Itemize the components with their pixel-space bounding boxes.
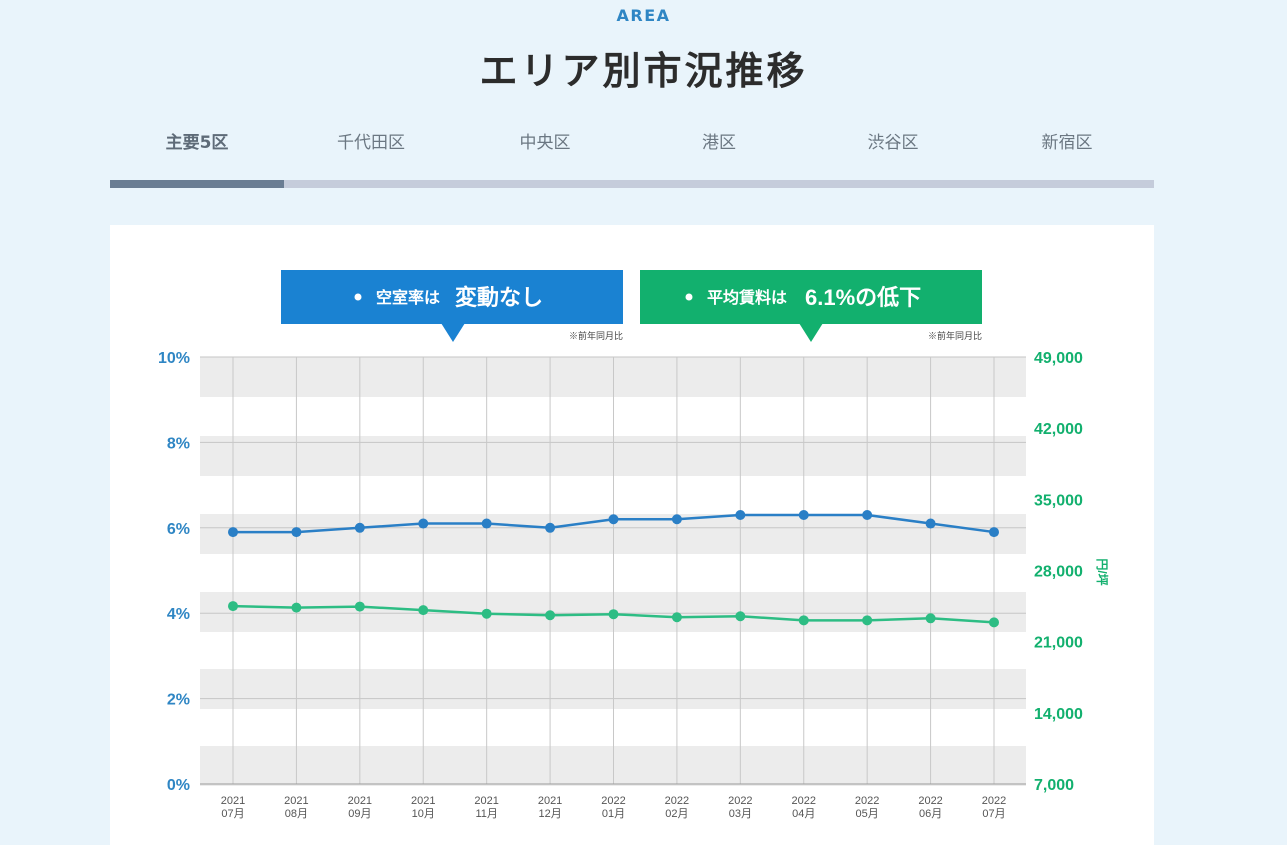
x-tick-year-label: 2022 xyxy=(601,795,625,807)
right-axis-tick-label: 28,000 xyxy=(1034,564,1083,581)
right-axis-tick-label: 7,000 xyxy=(1034,777,1074,794)
vacancy-callout: 空室率は 変動なし ※前年同月比 xyxy=(281,270,623,342)
left-axis-tick-label: 0% xyxy=(167,777,190,794)
x-tick-year-label: 2021 xyxy=(348,795,372,807)
x-tick-month-label: 09月 xyxy=(348,808,371,820)
tab-chuo[interactable]: 中央区 xyxy=(519,133,571,153)
vacancy-rate-point xyxy=(545,522,556,533)
vacancy-callout-box xyxy=(281,270,623,324)
x-tick-year-label: 2021 xyxy=(538,795,562,807)
vacancy-rate-point xyxy=(862,509,873,520)
x-tick-month-label: 01月 xyxy=(602,808,625,820)
tab-chiyoda[interactable]: 千代田区 xyxy=(337,133,405,153)
average-rent-point xyxy=(228,601,238,612)
x-tick-year-label: 2021 xyxy=(474,795,498,807)
average-rent-point xyxy=(545,610,556,621)
vacancy-rate-point xyxy=(354,522,365,533)
average-rent-point xyxy=(798,615,809,626)
right-axis-tick-label: 35,000 xyxy=(1034,492,1083,509)
average-rent-point xyxy=(862,615,873,626)
x-tick-year-label: 2022 xyxy=(665,795,689,807)
tab-shibuya[interactable]: 渋谷区 xyxy=(867,133,919,153)
average-rent-point xyxy=(354,601,365,612)
left-axis-tick-label: 2% xyxy=(167,692,190,709)
x-tick-year-label: 2021 xyxy=(221,795,245,807)
x-tick-month-label: 07月 xyxy=(221,808,244,820)
tab-active-indicator xyxy=(110,180,284,188)
x-tick-month-label: 04月 xyxy=(792,808,815,820)
area-eyebrow: AREA xyxy=(616,6,671,25)
page-title: エリア別市況推移 xyxy=(479,49,808,93)
x-tick-year-label: 2022 xyxy=(855,795,879,807)
vacancy-rate-point xyxy=(608,514,619,525)
rent-callout-label: 平均賃料は xyxy=(707,288,787,307)
average-rent-point xyxy=(608,609,619,620)
x-tick-month-label: 07月 xyxy=(982,808,1005,820)
average-rent-point xyxy=(481,608,492,619)
vacancy-rate-point xyxy=(735,509,746,520)
x-tick-year-label: 2022 xyxy=(792,795,816,807)
left-axis-tick-label: 8% xyxy=(167,435,190,452)
rent-callout-value: 6.1%の低下 xyxy=(805,285,921,310)
rent-callout-box xyxy=(640,270,982,324)
right-axis-tick-label: 49,000 xyxy=(1034,350,1083,367)
average-rent-point xyxy=(735,611,746,622)
x-tick-year-label: 2021 xyxy=(284,795,308,807)
average-rent-point xyxy=(925,613,936,624)
tab-minato[interactable]: 港区 xyxy=(702,133,736,153)
vacancy-rate-point xyxy=(989,527,999,538)
right-axis-unit-label: 円/坪 xyxy=(1095,558,1109,585)
vacancy-rate-point xyxy=(925,518,936,529)
tab-main5[interactable]: 主要5区 xyxy=(165,133,229,153)
average-rent-point xyxy=(671,612,682,623)
x-tick-month-label: 03月 xyxy=(729,808,752,820)
vacancy-bullet-icon xyxy=(354,293,362,301)
vacancy-rate-point xyxy=(798,509,809,520)
right-axis-tick-label: 21,000 xyxy=(1034,635,1083,652)
x-tick-month-label: 06月 xyxy=(919,808,942,820)
x-tick-year-label: 2022 xyxy=(728,795,752,807)
vacancy-rate-point xyxy=(228,527,238,538)
left-axis-tick-label: 10% xyxy=(158,350,190,367)
vacancy-rate-point xyxy=(418,518,429,529)
tab-shinjuku[interactable]: 新宿区 xyxy=(1041,133,1093,153)
x-tick-month-label: 11月 xyxy=(475,808,497,820)
x-tick-month-label: 02月 xyxy=(665,808,688,820)
area-tabs: 主要5区 千代田区 中央区 港区 渋谷区 新宿区 xyxy=(110,128,1154,158)
x-tick-month-label: 12月 xyxy=(538,808,561,820)
vacancy-rate-point xyxy=(291,527,302,538)
x-tick-year-label: 2021 xyxy=(411,795,435,807)
right-axis-tick-label: 42,000 xyxy=(1034,421,1083,438)
x-tick-month-label: 05月 xyxy=(856,808,879,820)
average-rent-point xyxy=(989,617,999,628)
vacancy-rate-point xyxy=(671,514,682,525)
rent-callout-note: ※前年同月比 xyxy=(928,330,982,341)
average-rent-point xyxy=(291,602,302,613)
x-tick-month-label: 10月 xyxy=(412,808,435,820)
left-axis-tick-label: 6% xyxy=(167,521,190,538)
vacancy-callout-pointer xyxy=(441,323,465,342)
x-tick-year-label: 2022 xyxy=(982,795,1006,807)
vacancy-callout-value: 変動なし xyxy=(455,285,543,310)
rent-bullet-icon xyxy=(685,293,693,301)
x-tick-month-label: 08月 xyxy=(285,808,308,820)
rent-callout-pointer xyxy=(799,323,823,342)
vacancy-rate-point xyxy=(481,518,492,529)
tab-track xyxy=(110,180,1154,188)
x-tick-year-label: 2022 xyxy=(918,795,942,807)
rent-callout: 平均賃料は 6.1%の低下 ※前年同月比 xyxy=(640,270,982,342)
vacancy-callout-label: 空室率は xyxy=(376,288,440,307)
right-axis-tick-label: 14,000 xyxy=(1034,706,1083,723)
left-axis-tick-label: 4% xyxy=(167,606,190,623)
average-rent-point xyxy=(418,605,429,616)
vacancy-callout-note: ※前年同月比 xyxy=(569,330,623,341)
